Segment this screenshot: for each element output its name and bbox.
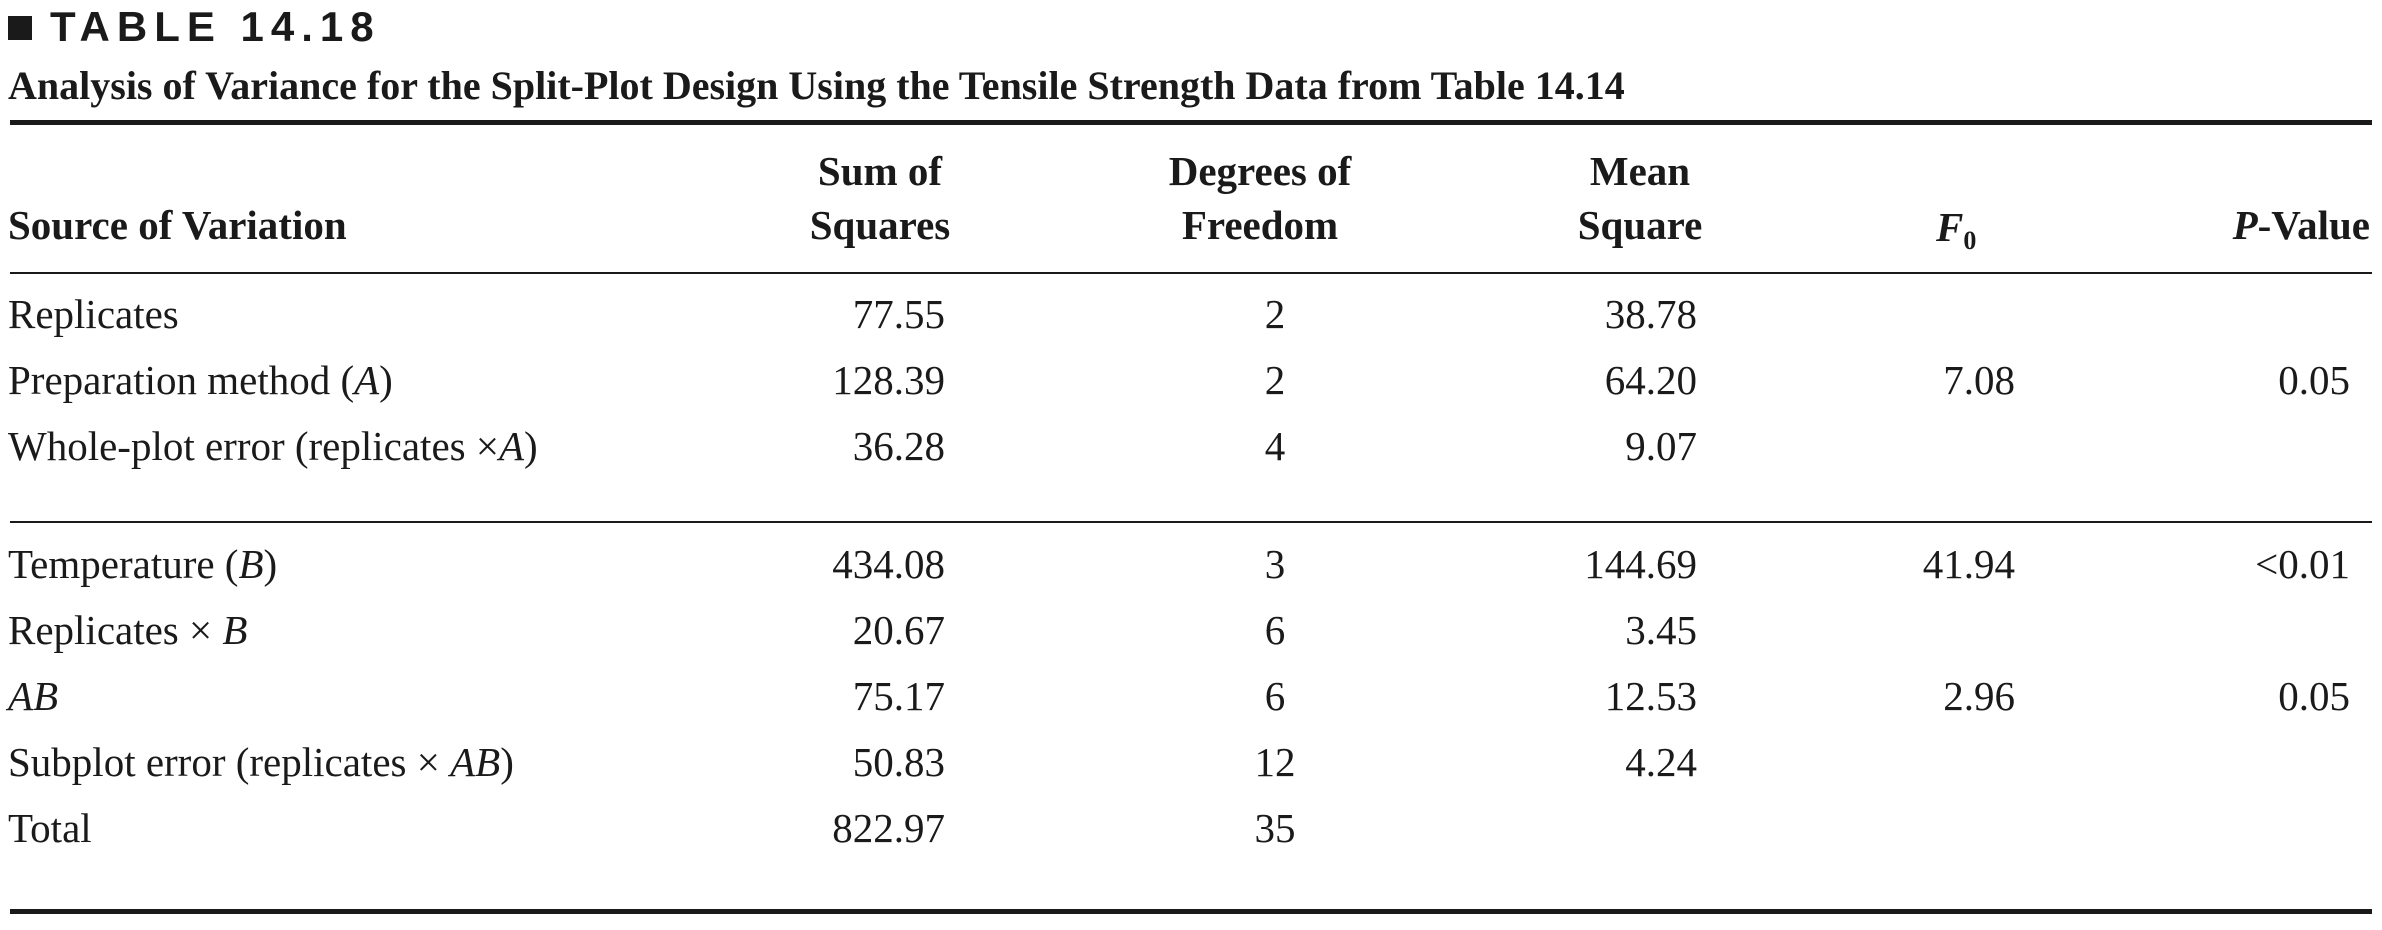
row-source-text: Replicates xyxy=(8,291,179,337)
row-sum-of-squares: 20.67 xyxy=(852,607,945,653)
row-degrees-of-freedom: 6 xyxy=(1264,607,1286,653)
table-caption: Analysis of Variance for the Split-Plot … xyxy=(8,63,1625,108)
row-mean-square: 4.24 xyxy=(1625,739,1697,785)
row-sum-of-squares: 75.17 xyxy=(852,673,945,719)
header-sum-of-squares: Sum of Squares xyxy=(780,144,980,252)
row-source: Temperature (B) xyxy=(8,537,277,591)
row-degrees-of-freedom: 3 xyxy=(1264,541,1286,587)
row-source: Whole-plot error (replicates ×A) xyxy=(8,419,538,473)
row-f0: 2.96 xyxy=(1943,673,2015,719)
header-df-line2: Freedom xyxy=(1181,202,1339,248)
row-mean-square: 38.78 xyxy=(1604,291,1697,337)
row-source-text: Whole-plot error (replicates × xyxy=(8,423,499,469)
top-rule xyxy=(10,120,2372,125)
row-degrees-of-freedom: 35 xyxy=(1254,805,1296,851)
row-mean-square: 9.07 xyxy=(1625,423,1697,469)
row-source-suffix: ) xyxy=(263,541,278,587)
bottom-rule xyxy=(10,909,2372,914)
row-source: Replicates × B xyxy=(8,603,247,657)
row-source: Replicates xyxy=(8,287,179,341)
row-degrees-of-freedom: 2 xyxy=(1264,291,1286,337)
row-mean-square: 12.53 xyxy=(1604,673,1697,719)
row-p-value: 0.05 xyxy=(2278,673,2350,719)
row-mean-square: 64.20 xyxy=(1604,357,1697,403)
header-df-line1: Degrees of xyxy=(1168,148,1352,194)
square-bullet-icon xyxy=(8,16,32,40)
header-p-rest: -Value xyxy=(2257,202,2370,248)
row-degrees-of-freedom: 12 xyxy=(1254,739,1296,785)
header-p-letter: P xyxy=(2232,202,2258,248)
header-f-letter: F xyxy=(1936,204,1964,250)
row-sum-of-squares: 128.39 xyxy=(832,357,945,403)
row-source-factor: B xyxy=(238,541,264,587)
row-sum-of-squares: 77.55 xyxy=(852,291,945,337)
row-source-factor: AB xyxy=(450,739,501,785)
header-mean-square: Mean Square xyxy=(1540,144,1740,252)
row-source-suffix: ) xyxy=(500,739,514,785)
row-source-text: Replicates × xyxy=(8,607,223,653)
row-source-suffix: ) xyxy=(379,357,393,403)
row-degrees-of-freedom: 6 xyxy=(1264,673,1286,719)
table-label: TABLE 14.18 xyxy=(8,4,381,50)
header-p-value: P-Value xyxy=(2170,198,2370,252)
header-ss-line1: Sum of xyxy=(817,148,943,194)
row-sum-of-squares: 434.08 xyxy=(832,541,945,587)
row-source-factor: B xyxy=(222,607,248,653)
header-rule xyxy=(10,272,2372,274)
row-degrees-of-freedom: 2 xyxy=(1264,357,1286,403)
row-source-suffix: ) xyxy=(524,423,538,469)
header-source: Source of Variation xyxy=(8,202,347,248)
row-f0: 7.08 xyxy=(1943,357,2015,403)
section-rule xyxy=(10,521,2372,523)
header-ss-line2: Squares xyxy=(809,202,951,248)
row-sum-of-squares: 50.83 xyxy=(852,739,945,785)
row-source: AB xyxy=(8,669,58,723)
row-p-value: <0.01 xyxy=(2255,541,2350,587)
row-sum-of-squares: 36.28 xyxy=(852,423,945,469)
row-sum-of-squares: 822.97 xyxy=(832,805,945,851)
row-source: Subplot error (replicates × AB) xyxy=(8,735,514,789)
row-source-factor: A xyxy=(354,357,380,403)
row-degrees-of-freedom: 4 xyxy=(1264,423,1286,469)
row-source-text: Preparation method ( xyxy=(8,357,355,403)
row-source-text: Total xyxy=(8,805,92,851)
header-degrees-of-freedom: Degrees of Freedom xyxy=(1120,144,1400,252)
row-source-factor: A xyxy=(498,423,525,469)
row-source: Preparation method (A) xyxy=(8,353,393,407)
header-f-subscript: 0 xyxy=(1963,226,1977,255)
row-source: Total xyxy=(8,801,92,855)
row-p-value: 0.05 xyxy=(2278,357,2350,403)
row-source-text: Subplot error (replicates × xyxy=(8,739,451,785)
row-f0: 41.94 xyxy=(1922,541,2015,587)
header-f0: F0 xyxy=(1936,200,1976,268)
row-source-text: Temperature ( xyxy=(8,541,239,587)
row-source-factor: AB xyxy=(8,673,59,719)
header-ms-line2: Square xyxy=(1577,202,1703,248)
row-mean-square: 144.69 xyxy=(1584,541,1697,587)
row-mean-square: 3.45 xyxy=(1625,607,1697,653)
table-number: TABLE 14.18 xyxy=(50,3,381,50)
header-ms-line1: Mean xyxy=(1589,148,1691,194)
